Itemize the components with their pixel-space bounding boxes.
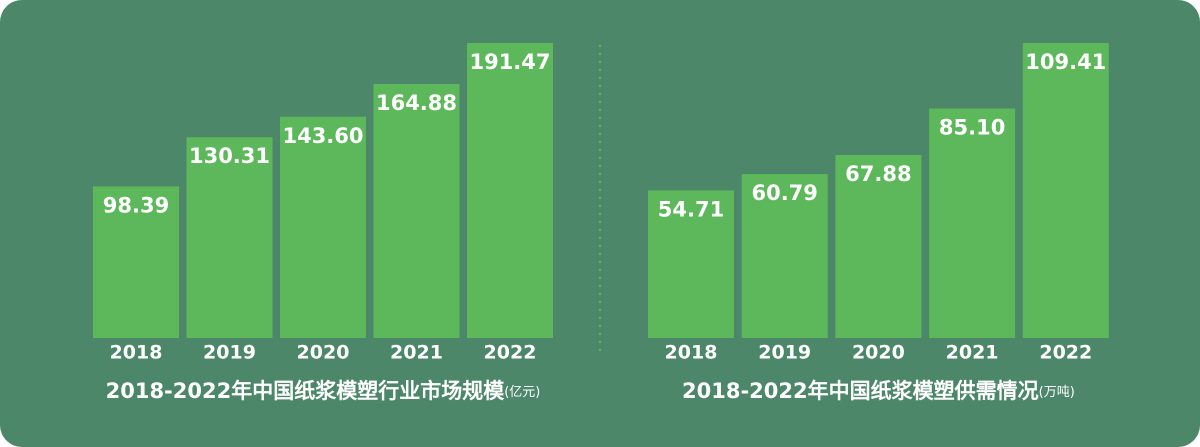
bar: [929, 108, 1016, 338]
x-tick-label: 2021: [390, 342, 443, 364]
value-label: 85.10: [939, 116, 1005, 140]
value-label: 143.60: [282, 124, 363, 148]
x-tick-label: 2022: [1039, 342, 1092, 364]
value-label: 191.47: [469, 50, 550, 74]
value-label: 164.88: [376, 91, 457, 115]
value-label: 60.79: [751, 181, 817, 205]
x-tick-label: 2021: [946, 342, 999, 364]
title-text: 2018-2022年中国纸浆模塑供需情况: [682, 379, 1039, 403]
x-tick-label: 2018: [110, 342, 163, 364]
bar: [648, 190, 734, 338]
value-label: 54.71: [658, 197, 724, 221]
unit-text: (亿元): [504, 385, 540, 400]
unit-text: (万吨): [1039, 385, 1075, 400]
bar: [93, 186, 179, 338]
x-tick-label: 2020: [297, 342, 350, 364]
bar: [1022, 43, 1109, 338]
value-label: 67.88: [845, 162, 911, 186]
bar: [835, 154, 922, 338]
value-label: 109.41: [1025, 50, 1106, 74]
bar: [467, 43, 553, 338]
bar: [373, 83, 460, 338]
chart-title: 2018-2022年中国纸浆模塑行业市场规模(亿元): [106, 379, 541, 403]
x-tick-label: 2020: [852, 342, 905, 364]
value-label: 98.39: [103, 193, 169, 217]
title-text: 2018-2022年中国纸浆模塑行业市场规模: [106, 379, 506, 403]
bar: [280, 116, 366, 339]
bar: [741, 174, 828, 338]
x-tick-label: 2019: [758, 342, 811, 364]
bar: [186, 137, 273, 338]
value-label: 130.31: [189, 144, 270, 168]
x-tick-label: 2018: [665, 342, 718, 364]
x-tick-label: 2022: [484, 342, 537, 364]
chart-title: 2018-2022年中国纸浆模塑供需情况(万吨): [682, 379, 1075, 403]
x-tick-label: 2019: [203, 342, 256, 364]
